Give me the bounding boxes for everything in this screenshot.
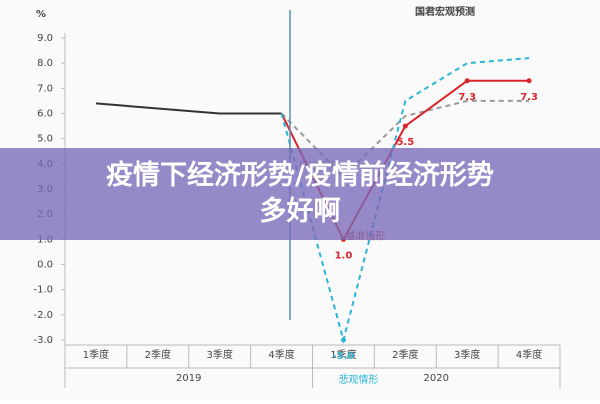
y-tick-label: 8.0 [37, 58, 53, 69]
series-line [280, 57, 530, 344]
point [526, 78, 532, 84]
y-tick-label: -2.0 [33, 310, 53, 321]
data-label: 7.3 [458, 92, 476, 103]
y-unit: % [36, 9, 46, 20]
group-label: 2019 [176, 373, 201, 384]
x-tick-label: 3季度 [207, 348, 233, 361]
point [340, 337, 346, 343]
data-label: 5.5 [396, 137, 414, 148]
data-label: 7.3 [520, 92, 538, 103]
point [464, 78, 470, 84]
series-label: 悲观情形 [338, 373, 378, 386]
x-tick-label: 2季度 [392, 348, 418, 361]
y-tick-label: -1.0 [33, 285, 53, 296]
banner: 疫情下经济形势/疫情前经济形势 多好啊 [0, 148, 600, 240]
x-tick-label: 4季度 [516, 348, 542, 361]
y-tick-label: 6.0 [37, 109, 53, 120]
y-tick-label: 5.0 [37, 134, 53, 145]
group-label: 2020 [424, 373, 449, 384]
x-tick-label: 3季度 [454, 348, 480, 361]
x-tick-label: 2季度 [145, 348, 171, 361]
y-tick-label: 9.0 [37, 33, 53, 44]
data-label: 1.0 [335, 250, 353, 261]
series-line [95, 102, 282, 115]
x-tick-label: 4季度 [268, 348, 294, 361]
x-tick-label: 1季度 [330, 348, 356, 361]
y-tick-label: -3.0 [33, 335, 53, 346]
banner-line: 疫情下经济形势/疫情前经济形势 [106, 160, 494, 191]
y-tick-label: 0.0 [37, 260, 53, 271]
y-tick-label: 7.0 [37, 83, 53, 94]
chart-title: 国君宏观预测 [415, 5, 475, 18]
x-tick-label: 1季度 [83, 348, 109, 361]
banner-line: 多好啊 [259, 196, 341, 227]
point [402, 123, 408, 129]
data-label: -3.0 [333, 351, 355, 362]
